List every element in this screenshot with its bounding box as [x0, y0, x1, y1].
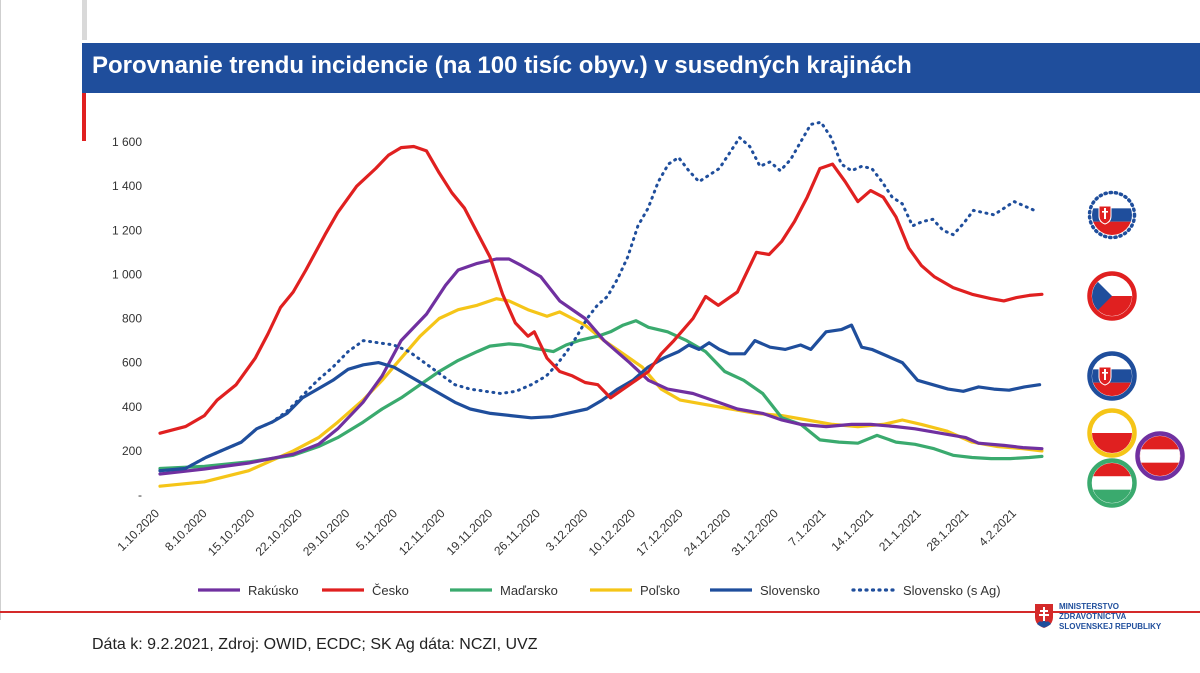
flag-ring [1087, 351, 1137, 401]
ministry-line-2: ZDRAVOTNÍCTVA [1059, 612, 1127, 621]
x-tick-label: 29.10.2020 [300, 506, 353, 559]
x-tick-label: 3.12.2020 [543, 506, 591, 554]
flag-cz-icon [1087, 271, 1137, 321]
slovak-coat-of-arms-icon [1035, 604, 1053, 628]
x-tick-label: 15.10.2020 [205, 506, 258, 559]
x-tick-label: 4.2.2021 [976, 506, 1019, 549]
x-tick-label: 1.10.2020 [114, 506, 162, 554]
flag-ring [1087, 190, 1137, 240]
series-layer [158, 120, 1044, 488]
legend-item: Maďarsko [450, 583, 558, 598]
x-axis: 1.10.2020 8.10.202015.10.202022.10.202029… [114, 506, 1019, 559]
x-tick-label: 12.11.2020 [396, 506, 448, 558]
x-tick-label: 22.10.2020 [253, 506, 306, 559]
footer-divider [0, 611, 1200, 613]
legend-label: Česko [372, 583, 409, 598]
red-accent-bar [82, 93, 86, 141]
x-tick-label: 19.11.2020 [444, 506, 496, 558]
top-accent-bar [82, 0, 87, 40]
flag-at-icon [1135, 431, 1185, 481]
series-line-4 [158, 297, 1044, 488]
legend-item: Slovensko (s Ag) [851, 583, 1001, 598]
y-tick-label: 1 200 [112, 223, 142, 237]
title-bar: Porovnanie trendu incidencie (na 100 tis… [82, 43, 1200, 93]
series-line-6 [158, 120, 1036, 473]
x-tick-label: 26.11.2020 [491, 506, 543, 558]
flag-ring [1087, 408, 1137, 458]
flag-pl-icon [1087, 408, 1137, 458]
y-tick-label: - [138, 488, 142, 502]
legend-item: Slovensko [710, 583, 820, 598]
x-tick-label: 14.1.2021 [828, 506, 876, 554]
x-tick-label: 21.1.2021 [876, 506, 924, 554]
left-frame-line [0, 0, 1, 620]
page-title: Porovnanie trendu incidencie (na 100 tis… [92, 52, 912, 79]
x-tick-label: 8.10.2020 [162, 506, 210, 554]
legend-item: Česko [322, 583, 409, 598]
flag-ring [1087, 458, 1137, 508]
legend-item: Rakúsko [198, 583, 299, 598]
x-tick-label: 24.12.2020 [681, 506, 734, 559]
legend-label: Maďarsko [500, 583, 558, 598]
flag-ring [1087, 271, 1137, 321]
series-line-3 [158, 319, 1044, 471]
ministry-logo: MINISTERSTVO ZDRAVOTNÍCTVA SLOVENSKEJ RE… [1034, 600, 1194, 640]
y-tick-label: 1 000 [112, 267, 142, 281]
flag-hu-icon [1087, 458, 1137, 508]
legend-label: Rakúsko [248, 583, 299, 598]
legend-label: Poľsko [640, 583, 680, 598]
y-tick-label: 200 [122, 444, 142, 458]
x-tick-label: 7.1.2021 [786, 506, 829, 549]
country-flags [1087, 190, 1185, 508]
ministry-line-3: SLOVENSKEJ REPUBLIKY [1059, 622, 1162, 631]
legend-item: Poľsko [590, 583, 680, 598]
x-tick-label: 31.12.2020 [729, 506, 782, 559]
y-tick-label: 800 [122, 312, 142, 326]
y-tick-label: 400 [122, 400, 142, 414]
x-tick-label: 5.11.2020 [353, 506, 400, 553]
series-line-2 [158, 144, 1044, 435]
ministry-line-1: MINISTERSTVO [1059, 602, 1120, 611]
legend-label: Slovensko [760, 583, 820, 598]
y-axis: - 200 400 600 800 1 000 1 200 1 400 1 600 [112, 135, 142, 502]
y-tick-label: 1 400 [112, 179, 142, 193]
legend-label: Slovensko (s Ag) [903, 583, 1001, 598]
flag-sk-icon [1087, 351, 1137, 401]
series-line-1 [158, 257, 1044, 476]
x-tick-label: 28.1.2021 [924, 506, 972, 554]
series-line-5 [158, 323, 1042, 473]
x-tick-label: 10.12.2020 [586, 506, 639, 559]
flag-ring [1135, 431, 1185, 481]
flag-sk-icon [1087, 190, 1137, 240]
x-tick-label: 17.12.2020 [633, 506, 686, 559]
y-tick-label: 600 [122, 356, 142, 370]
y-tick-label: 1 600 [112, 135, 142, 149]
ministry-name: MINISTERSTVO ZDRAVOTNÍCTVA SLOVENSKEJ RE… [1059, 602, 1161, 632]
source-note: Dáta k: 9.2.2021, Zdroj: OWID, ECDC; SK … [92, 636, 538, 653]
legend: Rakúsko Česko Maďarsko Poľsko Slovensko Slove… [198, 583, 1001, 598]
